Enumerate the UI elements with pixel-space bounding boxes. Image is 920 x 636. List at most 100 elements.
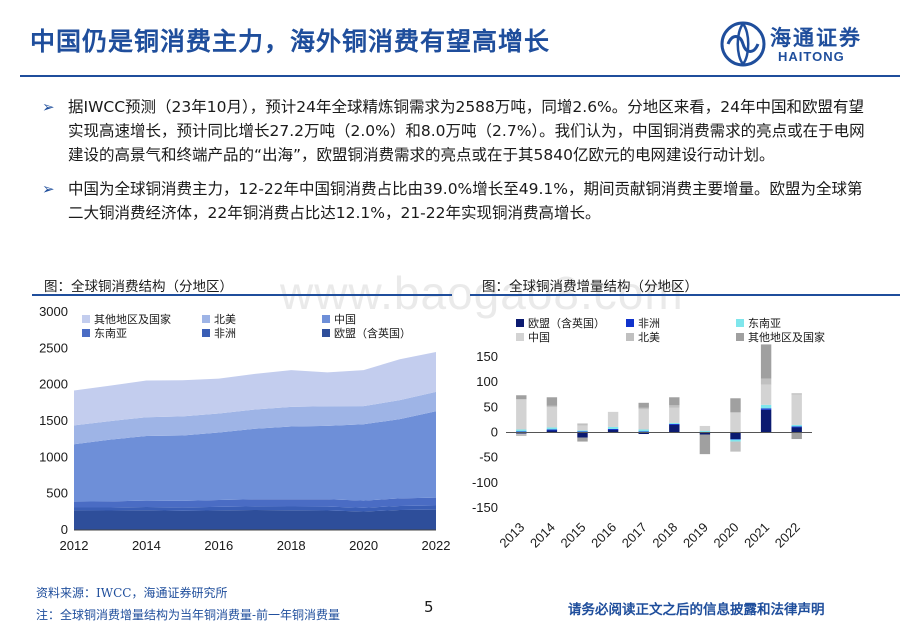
bar-segment xyxy=(516,399,527,430)
bar-segment xyxy=(730,412,741,433)
bar-segment xyxy=(760,408,772,410)
y-tick-label: 0 xyxy=(61,522,68,537)
area-chart: 0 500 1000 1500 2000 2500 3000 2012 2014 2016 2018… xyxy=(39,304,450,553)
legend-label: 东南亚 xyxy=(94,327,127,340)
bar-segment xyxy=(760,404,772,409)
bar-segment xyxy=(699,430,711,432)
area-series xyxy=(74,391,436,445)
legend-swatch xyxy=(516,319,524,327)
bar-segment xyxy=(546,397,558,406)
bar-segment xyxy=(669,397,680,406)
legend-label: 中国 xyxy=(334,313,356,326)
haitong-logo: 海通证券 HAITONG xyxy=(718,20,888,68)
chart-divider-left xyxy=(32,294,452,296)
page-title: 中国仍是铜消费主力，海外铜消费有望高增长 xyxy=(30,27,551,56)
bar-segment xyxy=(577,432,588,438)
bar-segment xyxy=(669,405,680,408)
y-tick-label: 2500 xyxy=(39,340,68,355)
bar-segment xyxy=(638,432,649,435)
legend-swatch xyxy=(626,333,634,341)
arrow-bullet-icon: ➢ xyxy=(42,98,55,116)
area-series xyxy=(74,411,436,502)
legend-swatch xyxy=(516,333,524,341)
x-tick-label: 2016 xyxy=(204,538,233,553)
bar-segment xyxy=(577,437,588,442)
legend-swatch xyxy=(736,333,744,341)
y-tick-label: 3000 xyxy=(39,304,68,319)
bar-segment xyxy=(516,432,527,434)
bar-segment xyxy=(607,411,619,427)
x-tick-label: 2014 xyxy=(527,520,558,551)
bar-segment xyxy=(699,434,711,455)
bar-segment xyxy=(516,431,527,433)
x-tick-label: 2014 xyxy=(132,538,161,553)
bar-segment xyxy=(516,433,527,437)
bar-segment xyxy=(577,423,588,426)
haitong-emblem-icon xyxy=(720,21,766,67)
x-tick-label: 2012 xyxy=(60,538,89,553)
area-series xyxy=(74,497,436,508)
x-tick-label: 2017 xyxy=(619,520,650,551)
chart-title-right: 图：全球铜消费增量结构（分地区） xyxy=(482,279,698,295)
bar-segment xyxy=(730,439,741,440)
bar-segment xyxy=(638,431,649,433)
bullet-item: ➢ 中国为全球铜消费主力，12-22年中国铜消费占比由39.0%增长至49.1%… xyxy=(42,177,872,225)
bar-segment xyxy=(760,378,772,385)
legend-label: 北美 xyxy=(638,331,660,344)
legend-label: 北美 xyxy=(214,313,236,326)
legend-swatch xyxy=(202,315,210,323)
bar-chart: -150 -100 -50 0 50 100 150 2013 2014 2015 2016 2017… xyxy=(472,316,825,551)
bar-segment xyxy=(638,409,649,430)
x-tick-label: 2021 xyxy=(741,520,772,551)
legend-swatch xyxy=(82,329,90,337)
bullet-list: ➢ 据IWCC预测（23年10月），预计24年全球精炼铜需求为2588万吨，同增… xyxy=(42,95,872,235)
bar-segment xyxy=(638,429,649,432)
x-tick-label: 2015 xyxy=(558,520,589,551)
area-series xyxy=(74,351,436,426)
bar-segment xyxy=(546,427,558,430)
y-tick-label: -50 xyxy=(479,450,498,465)
x-tick-label: 2022 xyxy=(422,538,450,553)
bar-segment xyxy=(607,429,619,433)
x-tick-label: 2016 xyxy=(588,520,619,551)
bar-segment xyxy=(699,425,711,431)
bar-segment xyxy=(669,407,680,423)
watermark: www.baogao8.com xyxy=(280,267,684,319)
header-divider xyxy=(20,75,900,77)
bar-segment xyxy=(791,394,802,425)
area-series xyxy=(74,505,436,512)
y-tick-label: 0 xyxy=(491,425,498,440)
bar-segment xyxy=(730,432,741,440)
legend-label: 中国 xyxy=(528,331,550,344)
y-tick-label: 1500 xyxy=(39,413,68,428)
bar-segment xyxy=(638,407,649,410)
bar-segment xyxy=(699,432,711,435)
bar-segment xyxy=(546,429,558,431)
y-tick-label: 500 xyxy=(46,486,68,501)
bar-segment xyxy=(577,431,588,433)
disclaimer: 请务必阅读正文之后的信息披露和法律声明 xyxy=(568,602,825,618)
bar-segment xyxy=(791,432,802,440)
legend-label: 欧盟（含英国） xyxy=(334,326,411,340)
legend-swatch xyxy=(736,319,744,327)
y-tick-label: 2000 xyxy=(39,377,68,392)
source-note: 资料来源：IWCC，海通证券研究所 xyxy=(36,586,228,600)
legend-swatch xyxy=(626,319,634,327)
page-number: 5 xyxy=(424,598,434,616)
legend-label: 东南亚 xyxy=(748,317,781,330)
x-tick-label: 2020 xyxy=(349,538,378,553)
legend-label: 其他地区及国家 xyxy=(748,330,825,344)
bullet-text: 中国为全球铜消费主力，12-22年中国铜消费占比由39.0%增长至49.1%，期… xyxy=(68,180,863,222)
bar-segment xyxy=(791,393,802,395)
bar-segment xyxy=(760,344,772,379)
bar-segment xyxy=(791,426,802,428)
y-tick-label: 1000 xyxy=(39,449,68,464)
bar-segment xyxy=(516,395,527,400)
y-tick-label: -150 xyxy=(472,500,498,515)
logo-chinese: 海通证券 xyxy=(770,25,862,50)
bar-segment xyxy=(791,424,802,427)
legend-label: 其他地区及国家 xyxy=(94,312,171,326)
x-tick-label: 2018 xyxy=(649,520,680,551)
legend-label: 欧盟（含英国） xyxy=(528,316,605,330)
bar-segment xyxy=(730,439,741,442)
